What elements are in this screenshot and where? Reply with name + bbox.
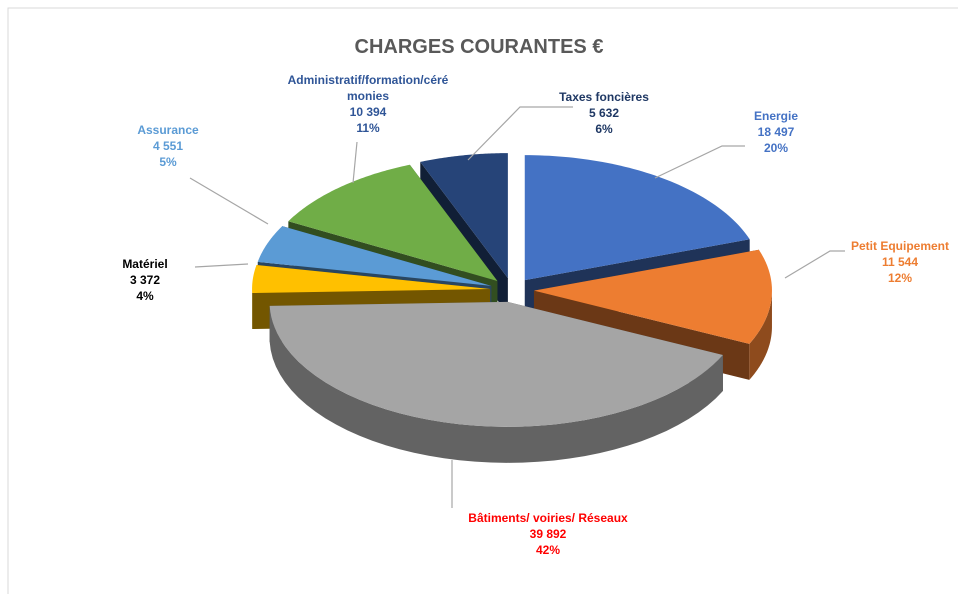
label-percent: 42%: [535, 543, 561, 557]
leader-line: [189, 177, 269, 225]
label-category: Energie: [753, 109, 798, 123]
data-label: Assurance 4 551 5%: [118, 122, 218, 170]
data-label: Energie 18 497 20%: [716, 108, 836, 156]
slice: [288, 164, 498, 281]
leader-line: [654, 145, 745, 179]
label-value: 3 372: [129, 273, 161, 287]
label-percent: 12%: [887, 271, 913, 285]
label-value: 18 497: [757, 125, 795, 139]
slice-wall: [749, 290, 772, 380]
label-value: 39 892: [529, 527, 567, 541]
label-percent: 4%: [136, 289, 154, 303]
slice: [257, 226, 492, 286]
chart-title: CHARGES COURANTES €: [354, 36, 604, 58]
label-percent: 5%: [159, 155, 177, 169]
label-value: 10 394: [349, 105, 387, 119]
label-category: Assurance: [137, 123, 199, 137]
label-category: Matériel: [122, 257, 168, 271]
label-value: 5 632: [588, 106, 620, 120]
data-label: Bâtiments/ voiries/ Réseaux 39 892 42%: [448, 510, 648, 558]
chart-frame: [7, 7, 958, 594]
label-category: Bâtiments/ voiries/ Réseaux: [468, 511, 628, 525]
leader-line: [194, 263, 249, 268]
data-label: Petit Equipement 11 544 12%: [825, 238, 958, 286]
slice: [252, 264, 491, 294]
label-category: Petit Equipement: [850, 239, 949, 253]
slice: [420, 153, 508, 279]
leader-line: [352, 141, 358, 184]
label-percent: 6%: [595, 122, 613, 136]
slice: [524, 155, 750, 281]
data-label: Taxes foncières 5 632 6%: [534, 89, 674, 137]
leader-line: [467, 106, 573, 161]
data-label: Administratif/formation/cérémonies 10 394…: [284, 72, 452, 136]
label-percent: 20%: [763, 141, 789, 155]
data-label: Matériel 3 372 4%: [95, 256, 195, 304]
label-value: 11 544: [881, 255, 919, 269]
label-percent: 11%: [356, 121, 380, 135]
slice: [269, 301, 723, 427]
leader-line: [784, 250, 845, 279]
label-value: 4 551: [152, 139, 184, 153]
label-category: Taxes foncières: [559, 90, 649, 104]
slice: [533, 249, 772, 344]
label-category: Administratif/formation/cérémonies: [287, 73, 449, 103]
slice-wall: [269, 305, 723, 463]
